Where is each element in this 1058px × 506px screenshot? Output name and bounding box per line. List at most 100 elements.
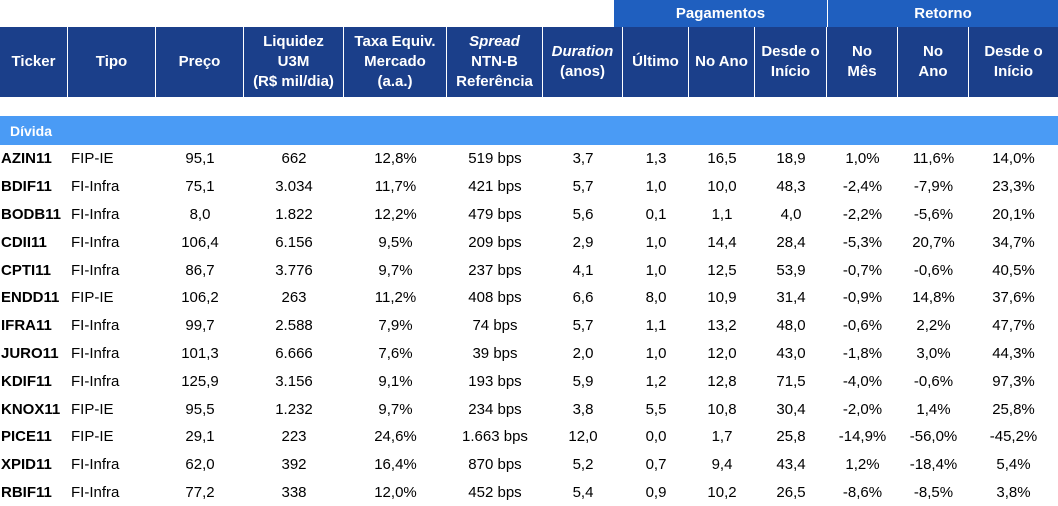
cell-no-mes: -14,9%: [838, 428, 887, 446]
cell-desde-inicio-ret: 97,3%: [992, 372, 1035, 390]
cell-liquidez: 223: [281, 428, 307, 446]
table-row: KDIF11 FI-Infra 125,9 3.156 9,1% 193 bps…: [0, 367, 1058, 395]
cell-duration: 5,4: [572, 483, 594, 501]
cell-no-ano-ret: 3,0%: [916, 344, 951, 362]
cell-no-ano-pag: 10,8: [707, 400, 737, 418]
header-tipo: Tipo: [68, 27, 156, 97]
cell-desde-inicio-ret: 3,8%: [996, 483, 1031, 501]
cell-taxa: 12,2%: [374, 205, 417, 223]
cell-ticker: IFRA11: [1, 317, 52, 335]
cell-taxa: 24,6%: [374, 428, 417, 446]
cell-no-ano-ret: 11,6%: [912, 150, 955, 168]
cell-preco: 99,7: [185, 317, 215, 335]
cell-spread: 193 bps: [468, 372, 522, 390]
cell-no-ano-pag: 14,4: [707, 233, 737, 251]
cell-liquidez: 263: [281, 289, 307, 307]
cell-no-mes: -2,2%: [842, 205, 883, 223]
cell-spread: 39 bps: [472, 344, 518, 362]
cell-desde-inicio-pag: 18,9: [776, 150, 806, 168]
cell-desde-inicio-pag: 25,8: [776, 428, 806, 446]
cell-preco: 29,1: [185, 428, 215, 446]
cell-ultimo: 1,2: [645, 372, 667, 390]
cell-desde-inicio-ret: 40,5%: [992, 261, 1035, 279]
cell-desde-inicio-pag: 28,4: [776, 233, 806, 251]
cell-ticker: RBIF11: [1, 483, 52, 501]
table-row: JURO11 FI-Infra 101,3 6.666 7,6% 39 bps …: [0, 340, 1058, 368]
cell-preco: 95,5: [185, 400, 215, 418]
cell-no-mes: -5,3%: [842, 233, 883, 251]
cell-desde-inicio-pag: 43,0: [776, 344, 806, 362]
header-ticker: Ticker: [0, 27, 68, 97]
cell-duration: 4,1: [572, 261, 594, 279]
cell-tipo: FI-Infra: [71, 344, 120, 362]
cell-desde-inicio-pag: 71,5: [776, 372, 806, 390]
table-row: ENDD11 FIP-IE 106,2 263 11,2% 408 bps 6,…: [0, 284, 1058, 312]
cell-no-ano-pag: 12,0: [707, 344, 737, 362]
cell-spread: 452 bps: [468, 483, 522, 501]
cell-preco: 101,3: [181, 344, 219, 362]
cell-liquidez: 338: [281, 483, 307, 501]
cell-no-ano-pag: 12,8: [707, 372, 737, 390]
cell-taxa: 9,7%: [378, 400, 413, 418]
header-ultimo: Último: [623, 27, 689, 97]
cell-desde-inicio-ret: 5,4%: [996, 456, 1031, 474]
cell-ultimo: 1,0: [645, 233, 667, 251]
cell-liquidez: 3.156: [275, 372, 313, 390]
cell-no-ano-pag: 10,9: [707, 289, 737, 307]
cell-no-mes: -0,6%: [842, 317, 883, 335]
table-row: CPTI11 FI-Infra 86,7 3.776 9,7% 237 bps …: [0, 256, 1058, 284]
cell-no-ano-pag: 13,2: [707, 317, 737, 335]
cell-desde-inicio-ret: -45,2%: [989, 428, 1038, 446]
cell-ticker: JURO11: [1, 344, 59, 362]
cell-ticker: CDII11: [1, 233, 47, 251]
cell-desde-inicio-ret: 44,3%: [992, 344, 1035, 362]
cell-taxa: 16,4%: [374, 456, 417, 474]
cell-no-ano-ret: -0,6%: [913, 372, 954, 390]
cell-desde-inicio-ret: 20,1%: [992, 205, 1035, 223]
header-desde-inicio-pagamentos: Desde o Início: [755, 27, 827, 97]
cell-no-mes: -2,0%: [842, 400, 883, 418]
cell-no-ano-pag: 1,7: [711, 428, 733, 446]
table-row: BODB11 FI-Infra 8,0 1.822 12,2% 479 bps …: [0, 201, 1058, 229]
cell-duration: 2,9: [572, 233, 594, 251]
cell-spread: 519 bps: [468, 150, 522, 168]
cell-tipo: FIP-IE: [71, 289, 114, 307]
cell-no-ano-pag: 16,5: [707, 150, 737, 168]
header-no-ano-pagamentos: No Ano: [689, 27, 755, 97]
cell-no-ano-pag: 10,0: [707, 178, 737, 196]
cell-tipo: FI-Infra: [71, 372, 120, 390]
cell-taxa: 11,7%: [374, 178, 417, 196]
cell-preco: 62,0: [185, 456, 215, 474]
cell-spread: 209 bps: [468, 233, 522, 251]
cell-desde-inicio-pag: 48,3: [776, 178, 806, 196]
cell-no-ano-ret: -18,4%: [909, 456, 958, 474]
cell-no-mes: -0,9%: [842, 289, 883, 307]
group-header-blank: [0, 0, 613, 27]
cell-ultimo: 5,5: [645, 400, 667, 418]
cell-desde-inicio-ret: 37,6%: [992, 289, 1035, 307]
cell-duration: 6,6: [572, 289, 594, 307]
cell-no-ano-pag: 12,5: [707, 261, 737, 279]
table-row: BDIF11 FI-Infra 75,1 3.034 11,7% 421 bps…: [0, 173, 1058, 201]
cell-desde-inicio-pag: 26,5: [776, 483, 806, 501]
cell-ultimo: 1,0: [645, 344, 667, 362]
cell-ultimo: 0,1: [645, 205, 667, 223]
cell-tipo: FI-Infra: [71, 483, 120, 501]
cell-liquidez: 662: [281, 150, 307, 168]
cell-ticker: CPTI11: [1, 261, 52, 279]
cell-ultimo: 1,0: [645, 261, 667, 279]
table-row: KNOX11 FIP-IE 95,5 1.232 9,7% 234 bps 3,…: [0, 395, 1058, 423]
cell-ticker: BDIF11: [1, 178, 52, 196]
header-preco: Preço: [156, 27, 244, 97]
cell-spread: 234 bps: [468, 400, 522, 418]
cell-desde-inicio-pag: 53,9: [776, 261, 806, 279]
cell-tipo: FIP-IE: [71, 428, 114, 446]
cell-ticker: XPID11: [1, 456, 52, 474]
cell-ticker: PICE11: [1, 428, 52, 446]
cell-tipo: FIP-IE: [71, 400, 114, 418]
cell-taxa: 7,6%: [378, 344, 413, 362]
cell-spread: 870 bps: [468, 456, 522, 474]
cell-spread: 479 bps: [468, 205, 522, 223]
cell-spread: 421 bps: [468, 178, 522, 196]
cell-ultimo: 1,3: [645, 150, 667, 168]
